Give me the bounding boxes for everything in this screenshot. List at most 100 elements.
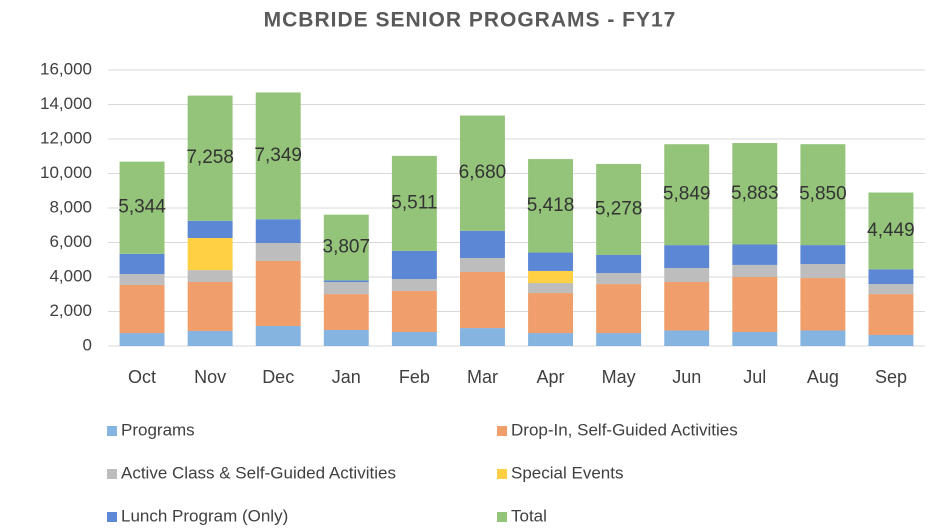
bar-segment — [800, 144, 846, 246]
bar-segment — [732, 332, 778, 346]
data-label: 4,449 — [867, 220, 915, 241]
bar-segment — [732, 244, 778, 265]
x-tick-label: Nov — [194, 367, 226, 387]
legend-swatch — [497, 469, 507, 479]
legend-swatch — [107, 469, 117, 479]
y-tick-label: 6,000 — [49, 232, 92, 251]
x-tick-label: Aug — [807, 367, 839, 387]
bar-segment — [187, 282, 233, 331]
bar-segment — [596, 163, 642, 255]
x-tick-label: Apr — [537, 367, 565, 387]
bar-segment — [596, 333, 642, 346]
bar-segment — [323, 282, 369, 295]
bar-segment — [868, 294, 914, 335]
data-label: 5,883 — [731, 183, 779, 204]
legend-label: Lunch Program (Only) — [121, 506, 288, 525]
x-tick-label: Dec — [262, 367, 294, 387]
bar-segment — [459, 230, 505, 259]
bar-segment — [323, 280, 369, 283]
bar-segment — [596, 284, 642, 334]
bar-segment — [664, 144, 710, 246]
bar-segment — [391, 332, 437, 346]
y-tick-label: 14,000 — [40, 94, 92, 113]
bar-segment — [255, 243, 301, 261]
bar-segment — [528, 293, 574, 334]
bar-segment — [800, 264, 846, 279]
bar-segment — [391, 290, 437, 333]
bar-segment — [732, 143, 778, 245]
x-tick-label: Jun — [672, 367, 701, 387]
bar-segment — [187, 95, 233, 221]
data-label: 7,258 — [186, 147, 234, 168]
data-label: 6,680 — [459, 162, 507, 183]
bar-segment — [596, 254, 642, 274]
bar-segment — [664, 245, 710, 269]
y-tick-label: 2,000 — [49, 301, 92, 320]
y-tick-label: 8,000 — [49, 197, 92, 216]
bar-segment — [664, 330, 710, 346]
bar-segment — [187, 330, 233, 346]
legend-label: Total — [511, 506, 547, 525]
x-tick-label: Jul — [743, 367, 766, 387]
chart-title: MCBRIDE SENIOR PROGRAMS - FY17 — [264, 9, 677, 32]
bar-segment — [323, 214, 369, 281]
bar-segment — [459, 271, 505, 329]
legend-label: Programs — [121, 420, 195, 439]
bar-segment — [391, 279, 437, 291]
bar-segment — [528, 333, 574, 346]
legend-label: Special Events — [511, 463, 623, 482]
x-tick-label: Jan — [332, 367, 361, 387]
bar-segment — [459, 258, 505, 272]
data-label: 5,511 — [391, 192, 437, 213]
bar-segment — [119, 333, 165, 346]
x-tick-label: May — [602, 367, 636, 387]
y-tick-label: 10,000 — [40, 163, 92, 182]
legend-label: Active Class & Self-Guided Activities — [121, 463, 396, 482]
bar-segment — [528, 283, 574, 294]
bar-segment — [596, 273, 642, 285]
data-label: 5,418 — [527, 195, 575, 216]
legend-swatch — [107, 426, 117, 436]
bar-segment — [255, 260, 301, 326]
legend-swatch — [107, 512, 117, 522]
bar-segment — [187, 238, 233, 271]
bar-segment — [187, 220, 233, 239]
bar-segment — [187, 270, 233, 283]
bar-segment — [255, 219, 301, 244]
bar-segment — [664, 268, 710, 283]
bar-segment — [800, 278, 846, 331]
x-tick-label: Oct — [128, 367, 156, 387]
bar-segment — [391, 250, 437, 280]
bar-segment — [391, 155, 437, 251]
x-tick-label: Mar — [467, 367, 498, 387]
bar-segment — [528, 270, 574, 284]
bar-segment — [119, 284, 165, 334]
y-tick-label: 4,000 — [49, 266, 92, 285]
legend-swatch — [497, 426, 507, 436]
x-tick-label: Sep — [875, 367, 907, 387]
bar-segment — [323, 329, 369, 346]
bar-segment — [868, 284, 914, 295]
data-label: 7,349 — [254, 145, 302, 166]
x-tick-label: Feb — [399, 367, 430, 387]
bar-segment — [323, 294, 369, 330]
legend-swatch — [497, 512, 507, 522]
bar-segment — [119, 161, 165, 254]
bar-segment — [868, 334, 914, 346]
bar-segment — [255, 92, 301, 220]
bar-segment — [664, 282, 710, 331]
data-label: 5,849 — [663, 184, 711, 205]
bar-segment — [255, 325, 301, 346]
data-label: 3,807 — [323, 237, 371, 258]
bar-segment — [528, 252, 574, 271]
bar-segment — [528, 159, 574, 253]
y-tick-label: 16,000 — [40, 59, 92, 78]
bar-segment — [732, 277, 778, 333]
bar-segment — [800, 245, 846, 265]
bar-segment — [868, 269, 914, 285]
data-label: 5,344 — [118, 197, 166, 218]
bar-segment — [459, 115, 505, 231]
bar-segment — [119, 253, 165, 275]
data-label: 5,850 — [799, 184, 847, 205]
